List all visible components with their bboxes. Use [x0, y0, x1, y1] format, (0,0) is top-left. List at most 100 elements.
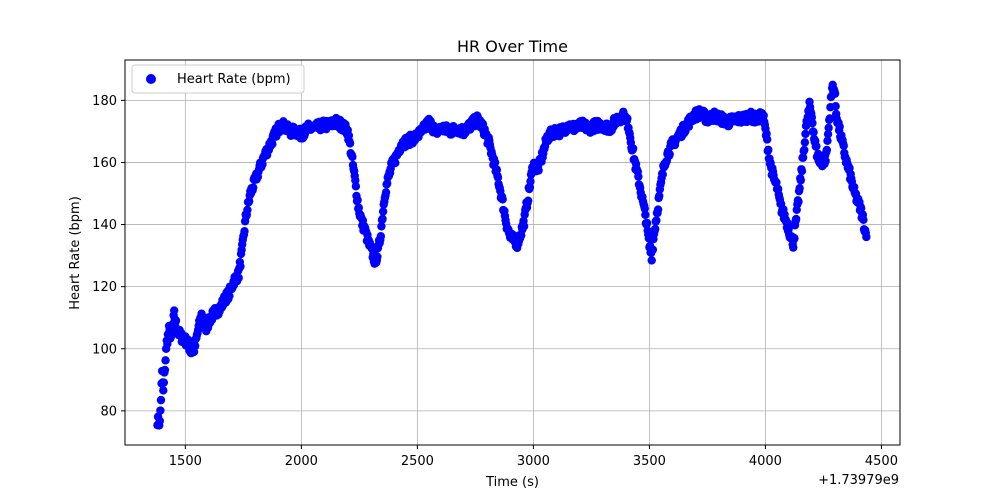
data-point — [653, 205, 663, 214]
data-point — [642, 218, 652, 228]
data-point — [830, 89, 840, 98]
data-point — [159, 378, 169, 387]
data-point — [525, 183, 535, 192]
data-point — [161, 356, 170, 365]
data-point — [155, 416, 165, 426]
data-point — [794, 197, 803, 206]
data-point — [835, 122, 844, 131]
data-point — [345, 139, 355, 148]
data-point — [862, 232, 871, 242]
plot-frame — [124, 59, 901, 446]
data-point — [378, 214, 387, 223]
x-tick-label: 3000 — [517, 454, 550, 469]
axis-ticks: 1500 2000 2500 3000 3500 4000 4500 80 100 120 140 1… — [92, 94, 898, 469]
data-point — [655, 191, 664, 201]
y-tick-label: 140 — [92, 218, 117, 233]
data-point — [789, 243, 798, 252]
x-tick-label: 2500 — [401, 454, 434, 469]
x-tick-label: 1500 — [169, 454, 202, 469]
y-axis-title: Heart Rate (bpm) — [68, 196, 83, 310]
data-point — [797, 166, 807, 176]
data-point — [822, 145, 832, 155]
data-point — [634, 172, 643, 181]
data-point — [234, 273, 243, 283]
y-tick-label: 80 — [100, 404, 117, 419]
data-point — [190, 341, 200, 351]
data-point — [156, 406, 165, 415]
data-point — [665, 150, 674, 159]
data-point — [658, 170, 667, 179]
data-point — [809, 128, 818, 137]
data-point — [823, 136, 832, 146]
chart-title: HR Over Time — [457, 37, 568, 56]
data-point — [351, 182, 361, 191]
data-point — [762, 135, 772, 144]
x-tick-label: 4000 — [749, 454, 782, 469]
x-tick-label: 2000 — [285, 454, 318, 469]
data-point — [831, 102, 840, 111]
data-point — [640, 204, 649, 213]
data-point — [791, 214, 801, 224]
y-tick-label: 180 — [92, 94, 117, 109]
data-point — [812, 141, 821, 151]
data-point — [651, 224, 660, 234]
data-point — [801, 129, 810, 139]
data-point — [808, 118, 817, 128]
x-tick-label: 4500 — [865, 454, 898, 469]
data-point — [171, 316, 181, 325]
data-point — [378, 207, 388, 216]
data-point — [652, 216, 661, 225]
data-point — [764, 145, 773, 155]
data-point — [839, 141, 848, 150]
legend: Heart Rate (bpm) — [131, 64, 305, 94]
data-point — [790, 234, 799, 243]
data-point — [519, 222, 529, 231]
data-point — [823, 129, 833, 139]
data-point — [156, 395, 166, 405]
data-point — [243, 205, 252, 215]
data-point — [821, 156, 830, 166]
data-point — [376, 232, 386, 241]
data-point — [159, 386, 168, 395]
data-point — [377, 222, 386, 231]
data-point — [859, 215, 868, 224]
legend-label: Heart Rate (bpm) — [177, 72, 291, 87]
grid-lines — [125, 60, 900, 445]
data-point — [391, 158, 400, 168]
data-point — [647, 256, 656, 265]
data-point — [798, 153, 808, 162]
data-point — [795, 184, 804, 193]
data-point — [249, 183, 258, 192]
data-point — [800, 145, 809, 155]
data-point — [800, 138, 810, 147]
data-point — [353, 195, 362, 205]
data-point — [381, 188, 391, 197]
data-point — [623, 114, 632, 123]
y-tick-label: 120 — [92, 280, 117, 295]
data-point — [498, 195, 507, 204]
data-point — [490, 158, 500, 167]
y-tick-label: 160 — [92, 156, 117, 171]
data-point — [236, 262, 245, 271]
data-points — [153, 80, 871, 430]
data-point — [523, 196, 533, 205]
data-point — [534, 166, 543, 175]
y-tick-label: 100 — [92, 342, 117, 357]
data-point — [628, 144, 638, 153]
data-point — [258, 160, 267, 169]
x-axis-offset-label: +1.73979e9 — [818, 473, 899, 488]
data-point — [796, 176, 805, 185]
data-point — [648, 245, 658, 254]
data-point — [824, 123, 833, 133]
data-point — [641, 210, 650, 220]
data-point — [348, 152, 357, 162]
data-point — [825, 114, 835, 123]
data-point — [493, 173, 503, 182]
x-tick-label: 3500 — [633, 454, 666, 469]
data-point — [225, 291, 234, 301]
x-axis-title: Time (s) — [485, 475, 539, 490]
legend-box — [131, 64, 305, 94]
data-point — [526, 177, 535, 186]
data-point — [373, 252, 382, 261]
